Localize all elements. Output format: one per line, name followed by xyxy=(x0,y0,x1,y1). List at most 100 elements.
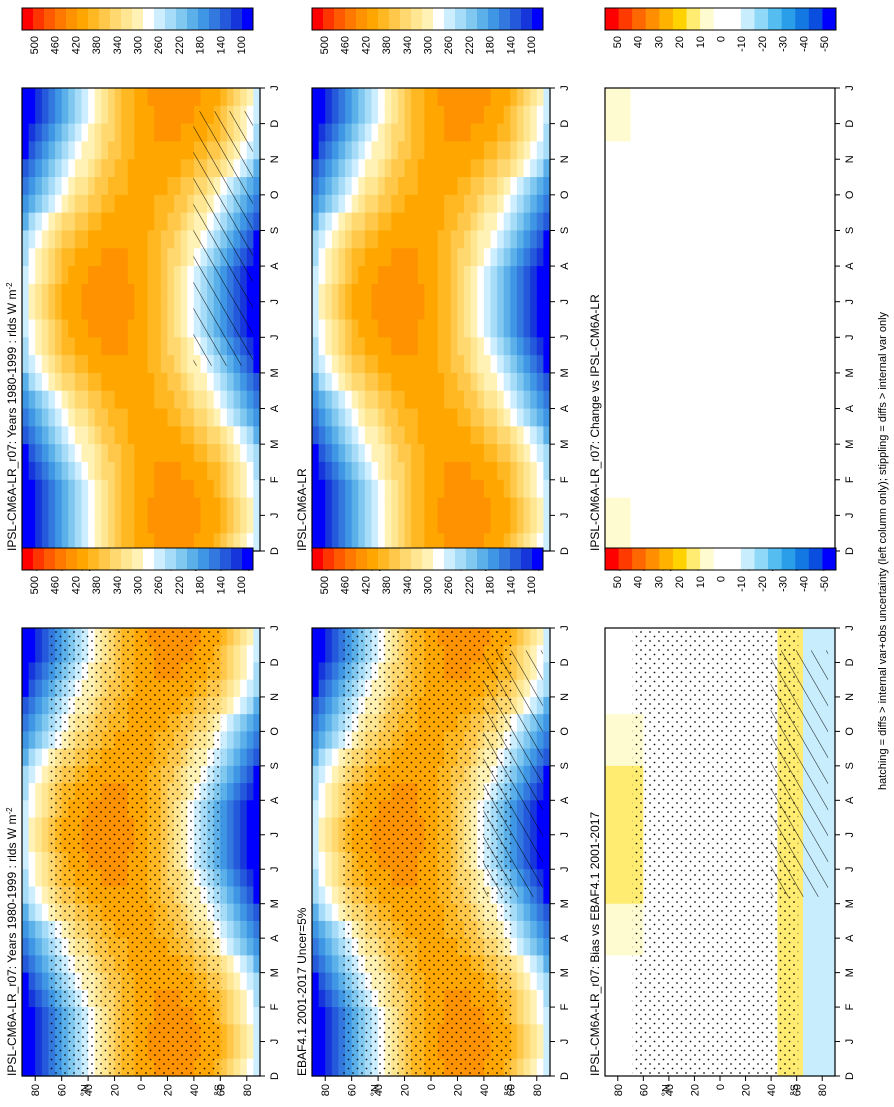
heatmap-cell xyxy=(35,480,42,498)
heatmap-cell xyxy=(611,88,618,106)
month-tick-label: F xyxy=(844,1003,856,1010)
month-tick-label: D xyxy=(269,547,281,555)
heatmap-cell xyxy=(524,973,531,991)
heatmap-cell xyxy=(605,662,612,680)
heatmap-cell xyxy=(29,886,36,904)
heatmap-cell xyxy=(611,852,618,870)
heatmap-cell xyxy=(517,628,524,646)
heatmap-cell xyxy=(325,749,332,767)
heatmap-cell xyxy=(42,697,49,715)
heatmap-cell xyxy=(624,714,631,732)
heatmap-cell xyxy=(803,1059,810,1077)
heatmap-cell xyxy=(42,284,49,302)
month-tick-label: N xyxy=(269,693,281,701)
heatmap-cell xyxy=(247,662,254,680)
heatmap-cell xyxy=(611,213,618,231)
heatmap-cell xyxy=(234,373,241,391)
heatmap-cell xyxy=(624,783,631,801)
heatmap-cell xyxy=(312,731,319,749)
heatmap-cell xyxy=(332,1024,339,1042)
heatmap-cell xyxy=(240,498,247,516)
heatmap-cell xyxy=(22,88,29,106)
heatmap-cell xyxy=(524,284,531,302)
heatmap-cell xyxy=(524,195,531,213)
heatmap-cell xyxy=(227,852,234,870)
heatmap-cell xyxy=(227,835,234,853)
heatmap-cell xyxy=(517,391,524,409)
heatmap-cell xyxy=(809,1042,816,1060)
heatmap-cell xyxy=(537,426,544,444)
heatmap-cell xyxy=(618,835,625,853)
heatmap-cell xyxy=(803,904,810,922)
heatmap-cell xyxy=(319,515,326,533)
heatmap-cell xyxy=(234,645,241,663)
heatmap-cell xyxy=(42,749,49,767)
heatmap-cell xyxy=(247,426,254,444)
heatmap-cell xyxy=(332,177,339,195)
heatmap-cell xyxy=(809,990,816,1008)
heatmap-cell xyxy=(247,921,254,939)
heatmap-cell xyxy=(22,973,29,991)
heatmap-cell xyxy=(325,141,332,159)
heatmap-cell xyxy=(524,355,531,373)
heatmap-cell xyxy=(22,195,29,213)
heatmap-cell xyxy=(605,818,612,836)
heatmap-cell xyxy=(816,904,823,922)
heatmap-cell xyxy=(312,1007,319,1025)
heatmap-cell xyxy=(319,731,326,749)
heatmap-cell xyxy=(22,355,29,373)
heatmap-cell xyxy=(35,731,42,749)
heatmap-cell xyxy=(234,391,241,409)
heatmap-cell xyxy=(240,852,247,870)
heatmap-cell xyxy=(332,213,339,231)
heatmap-cell xyxy=(611,248,618,266)
heatmap-cell xyxy=(22,124,29,142)
heatmap-cell xyxy=(325,886,332,904)
heatmap-cell xyxy=(227,818,234,836)
heatmap-cell xyxy=(22,818,29,836)
heatmap-cell xyxy=(35,230,42,248)
heatmap-cell xyxy=(605,88,612,106)
heatmap-cell xyxy=(35,973,42,991)
heatmap-cell xyxy=(332,480,339,498)
heatmap-cell xyxy=(240,990,247,1008)
month-tick-label: J xyxy=(559,513,571,519)
heatmap-cell xyxy=(611,1007,618,1025)
heatmap-cell xyxy=(624,1024,631,1042)
heatmap-cell xyxy=(240,955,247,973)
heatmap-cell xyxy=(537,355,544,373)
heatmap-cell xyxy=(22,731,29,749)
heatmap-cell xyxy=(618,973,625,991)
heatmap-cell xyxy=(29,141,36,159)
heatmap-cell xyxy=(234,515,241,533)
heatmap-cell xyxy=(319,955,326,973)
heatmap-cell xyxy=(605,141,612,159)
month-tick-label: A xyxy=(269,796,281,804)
heatmap-cell xyxy=(809,973,816,991)
heatmap-cell xyxy=(325,869,332,887)
heatmap-cell xyxy=(227,886,234,904)
heatmap-cell xyxy=(22,373,29,391)
heatmap-cell xyxy=(822,1024,829,1042)
heatmap-cell xyxy=(227,1024,234,1042)
heatmap-cell xyxy=(234,800,241,818)
heatmap-cell xyxy=(247,645,254,663)
lat-tick-label: 20 xyxy=(400,1084,412,1096)
heatmap-cell xyxy=(517,124,524,142)
heatmap-cell xyxy=(35,628,42,646)
heatmap-cell xyxy=(530,284,537,302)
heatmap-cell xyxy=(605,1007,612,1025)
heatmap-cell xyxy=(234,1042,241,1060)
heatmap-cell xyxy=(319,409,326,427)
lat-tick-label: 80 xyxy=(30,1084,42,1096)
heatmap-cell xyxy=(611,904,618,922)
heatmap-cell xyxy=(227,373,234,391)
heatmap-cell xyxy=(29,645,36,663)
heatmap-cell xyxy=(809,1024,816,1042)
hemisphere-north-label: °N xyxy=(660,1084,672,1096)
heatmap-cell xyxy=(332,818,339,836)
heatmap-cell xyxy=(524,391,531,409)
